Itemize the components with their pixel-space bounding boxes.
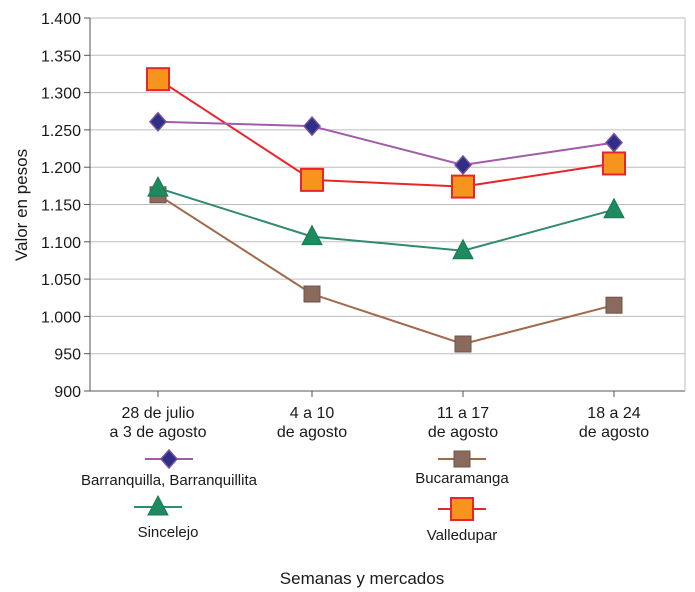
y-tick-label: 1.400 [41, 11, 81, 28]
data-point-marker [147, 494, 169, 516]
data-point-marker [451, 174, 475, 199]
data-point-marker [453, 154, 473, 176]
series-line [157, 187, 615, 252]
legend-item: Bucaramanga [415, 450, 509, 487]
y-tick-label: 1.100 [41, 235, 81, 252]
y-tick-labels: 900 950 1.000 1.050 1.100 1.150 1.200 1.250 1.30… [41, 11, 81, 401]
legend: Barranquilla, Barranquillita Bucaramanga S… [81, 448, 509, 544]
data-point-marker [302, 116, 322, 137]
x-tick-label: 28 de julio a 3 de agosto [110, 405, 207, 441]
grid [90, 17, 685, 355]
series-line [157, 78, 615, 188]
data-point-marker [453, 450, 471, 468]
y-tick-label: 1.000 [41, 309, 81, 326]
x-tick-labels: 28 de julio a 3 de agosto 4 a 10 de agosto 1… [110, 405, 650, 441]
legend-item: Valledupar [427, 497, 498, 544]
data-point-marker [301, 224, 323, 246]
y-tick-label: 1.350 [41, 48, 81, 65]
series-valledupar [146, 67, 626, 199]
y-tick-label: 1.200 [41, 160, 81, 177]
series-line [157, 120, 615, 166]
data-point-marker [300, 167, 324, 192]
legend-label: Sincelejo [138, 524, 199, 541]
data-point-marker [603, 197, 625, 219]
legend-label: Valledupar [427, 527, 498, 544]
data-point-marker [452, 238, 474, 260]
x-tick-label: 11 a 17 de agosto [428, 405, 498, 441]
y-tick-label: 1.150 [41, 198, 81, 215]
data-point-marker [450, 497, 474, 521]
data-point-marker [147, 176, 169, 197]
series-bucaramanga [149, 186, 623, 353]
y-tick-label: 1.250 [41, 123, 81, 140]
y-tick-label: 1.050 [41, 272, 81, 289]
x-tick-label: 18 a 24 de agosto [579, 405, 649, 441]
series-sincelejo [147, 176, 625, 260]
legend-item: Barranquilla, Barranquillita [81, 448, 258, 489]
data-point-marker [159, 448, 179, 470]
legend-label: Barranquilla, Barranquillita [81, 472, 258, 489]
data-point-marker [303, 285, 321, 303]
legend-label: Bucaramanga [415, 470, 509, 487]
y-axis-label: Valor en pesos [12, 149, 31, 261]
series-barranquilla-barranquillita [148, 111, 624, 176]
legend-item: Sincelejo [134, 494, 199, 541]
y-tick-label: 1.300 [41, 86, 81, 103]
data-point-marker [605, 296, 623, 314]
x-axis-label: Semanas y mercados [280, 569, 444, 588]
series-group [146, 67, 626, 353]
series-line [157, 193, 615, 346]
data-point-marker [454, 335, 472, 353]
data-point-marker [146, 67, 170, 92]
data-point-marker [148, 111, 168, 132]
x-tick-label: 4 a 10 de agosto [277, 405, 347, 441]
data-point-marker [602, 151, 626, 176]
y-tick-label: 950 [54, 347, 81, 364]
axes [84, 17, 686, 397]
data-point-marker [604, 132, 624, 153]
y-tick-label: 900 [54, 384, 81, 401]
